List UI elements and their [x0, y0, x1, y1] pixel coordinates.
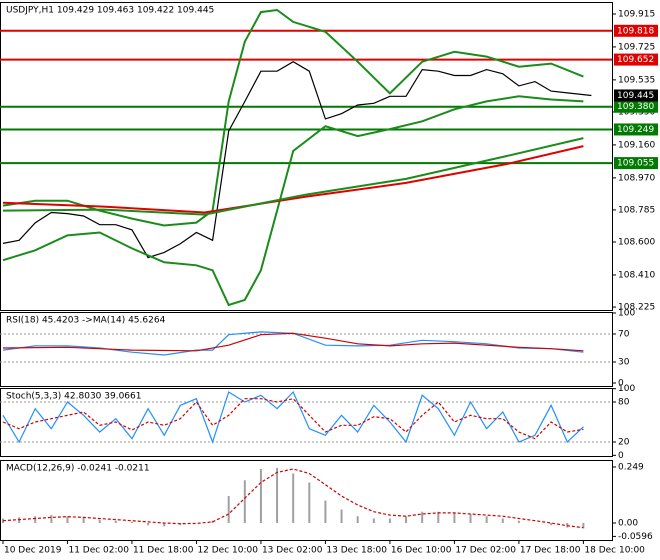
- level-label: 109.652: [617, 55, 654, 65]
- y-tick-label: 108.970: [618, 173, 655, 183]
- y-tick-label: 108.410: [618, 270, 655, 280]
- y-tick-label: 30: [618, 357, 630, 367]
- x-tick-label: 10 Dec 2019: [4, 546, 62, 556]
- series-line: [2, 468, 584, 529]
- price-box: [614, 89, 658, 102]
- level-box: [614, 123, 658, 136]
- series-line: [2, 61, 592, 259]
- panel-title: MACD(12,26,9) -0.0241 -0.0211: [6, 464, 150, 474]
- series-line: [2, 331, 584, 356]
- y-tick-label: 0.249: [618, 462, 644, 472]
- level-label: 109.818: [617, 26, 654, 36]
- level-label: 109.249: [617, 125, 654, 135]
- y-tick-label: 0: [618, 451, 624, 461]
- y-tick-label: 80: [618, 398, 630, 408]
- y-tick-label: 20: [618, 438, 630, 448]
- x-tick-label: 12 Dec 10:00: [197, 546, 258, 556]
- y-tick-label: 100: [618, 384, 635, 394]
- panel-title: RSI(18) 45.4203 ->MA(14) 45.6264: [6, 316, 166, 326]
- y-tick-label: 108.600: [618, 238, 655, 248]
- y-tick-label: 109.160: [618, 140, 655, 150]
- series-line: [2, 390, 584, 444]
- y-tick-label: 0: [618, 378, 624, 388]
- series-line: [2, 8, 584, 227]
- x-tick-label: 11 Dec 18:00: [133, 546, 194, 556]
- panel-frame: [0, 312, 613, 387]
- level-box: [614, 24, 658, 37]
- series-line: [2, 145, 584, 214]
- last-price: 109.445: [617, 91, 654, 101]
- x-tick-label: 16 Dec 10:00: [391, 546, 452, 556]
- y-tick-label: 108.225: [618, 303, 655, 313]
- panel-title: USDJPY,H1 109.429 109.463 109.422 109.44…: [6, 6, 214, 16]
- y-tick-label: 0.00: [618, 518, 638, 528]
- series-line: [2, 398, 584, 440]
- series-line: [2, 95, 584, 307]
- panel-frame: [0, 388, 613, 457]
- y-tick-label: 109.915: [618, 9, 655, 19]
- series-line: [2, 137, 584, 216]
- y-tick-label: 70: [618, 329, 630, 339]
- panel-frame: [0, 460, 613, 541]
- x-tick-label: 17 Dec 18:00: [520, 546, 581, 556]
- panel-title: Stoch(5,3,3) 42.8030 39.0661: [6, 392, 141, 402]
- y-tick-label: -0.0596: [618, 532, 653, 542]
- level-box: [614, 100, 658, 113]
- x-tick-label: 11 Dec 02:00: [68, 546, 129, 556]
- y-tick-label: 100: [618, 308, 635, 318]
- x-tick-label: 18 Dec 10:00: [584, 546, 645, 556]
- level-box: [614, 53, 658, 66]
- x-tick-label: 17 Dec 02:00: [455, 546, 516, 556]
- y-tick-label: 108.785: [618, 205, 655, 215]
- x-tick-label: 13 Dec 18:00: [326, 546, 387, 556]
- x-tick-label: 13 Dec 02:00: [262, 546, 323, 556]
- level-label: 109.055: [617, 159, 654, 169]
- y-tick-label: 109.535: [618, 75, 655, 85]
- y-tick-label: 109.725: [618, 42, 655, 52]
- level-box: [614, 157, 658, 170]
- series-line: [2, 332, 584, 352]
- panel-frame: [0, 2, 613, 311]
- level-label: 109.380: [617, 102, 654, 112]
